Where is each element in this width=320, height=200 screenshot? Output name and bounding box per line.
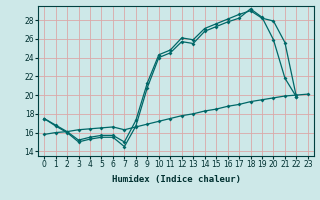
X-axis label: Humidex (Indice chaleur): Humidex (Indice chaleur) bbox=[111, 175, 241, 184]
